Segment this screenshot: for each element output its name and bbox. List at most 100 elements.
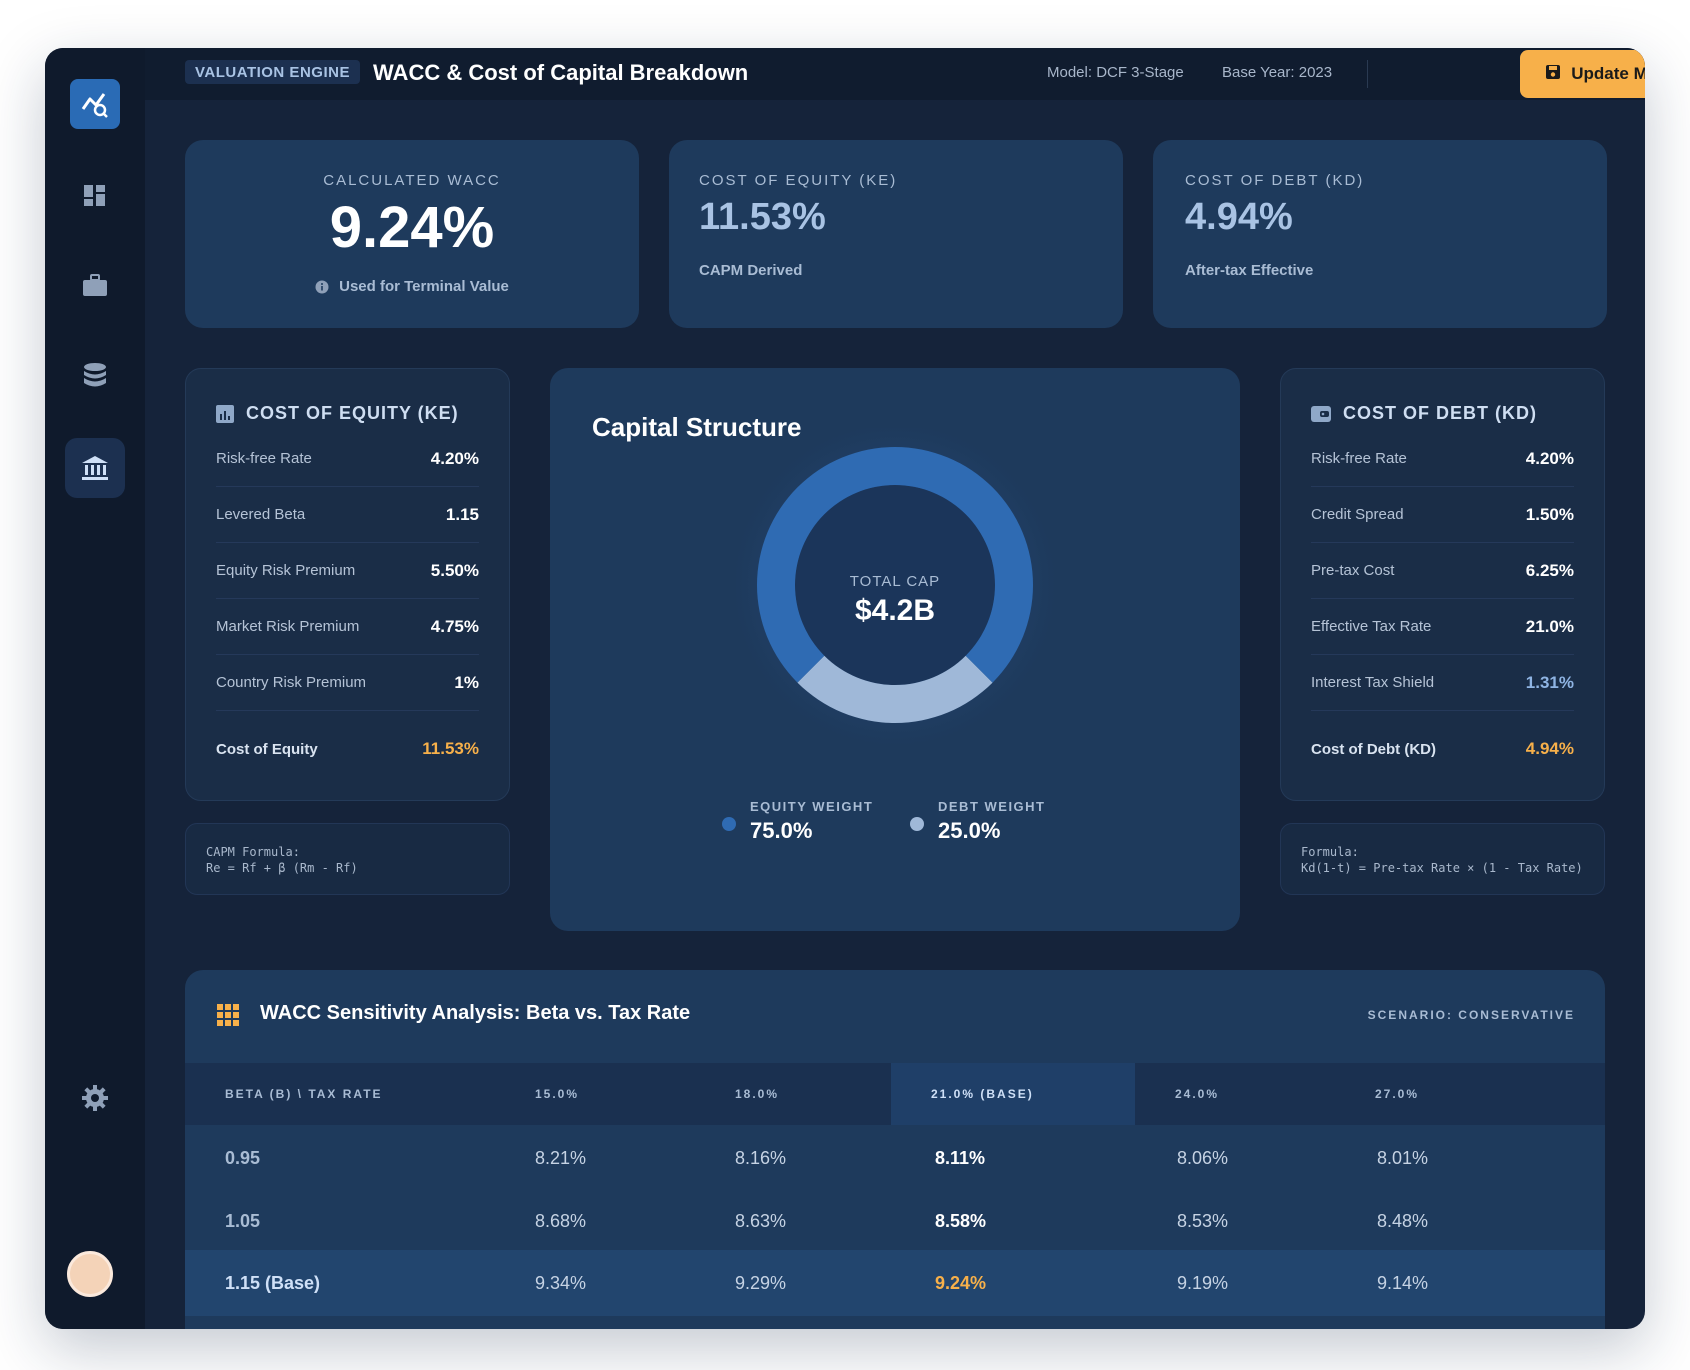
- kpi-kd-sub: After-tax Effective: [1185, 262, 1314, 279]
- wacc-cell: 8.63%: [735, 1210, 787, 1231]
- kd-formula-title: Formula:: [1301, 845, 1359, 859]
- debt-total-value: 4.94%: [1525, 739, 1574, 758]
- table-corner-header: BETA (Β) \ TAX RATE: [225, 1087, 383, 1101]
- kpi-wacc-sub-text: Used for Terminal Value: [339, 278, 509, 295]
- settings-icon[interactable]: [65, 1068, 125, 1128]
- equity-row-label: Market Risk Premium: [216, 618, 360, 635]
- kd-formula: Formula: Kd(1-t) = Pre-tax Rate × (1 - T…: [1280, 823, 1605, 895]
- debt-row-label: Interest Tax Shield: [1311, 674, 1435, 691]
- kpi-ke-sub: CAPM Derived: [699, 262, 803, 279]
- equity-total-label: Cost of Equity: [216, 740, 318, 758]
- debt-row-value: 1.50%: [1525, 504, 1574, 524]
- kpi-wacc-label: CALCULATED WACC: [323, 172, 501, 189]
- legend-debt: DEBT WEIGHT 25.0%: [910, 799, 1046, 844]
- equity-panel: COST OF EQUITY (KE) Risk-free Rate 4.20% …: [185, 368, 510, 801]
- capital-structure-donut: [725, 428, 1065, 755]
- total-cap-value: $4.2B: [854, 594, 936, 627]
- column-header[interactable]: 27.0%: [1375, 1087, 1420, 1101]
- chart-icon: [216, 404, 234, 423]
- wacc-cell: 8.06%: [1177, 1147, 1229, 1168]
- equity-row: Levered Beta 1.15: [216, 487, 479, 543]
- bank-icon[interactable]: [65, 438, 125, 498]
- debt-panel: COST OF DEBT (KD) Risk-free Rate 4.20% Cr…: [1280, 368, 1605, 801]
- database-icon[interactable]: [65, 346, 125, 406]
- beta-cell: 1.05: [225, 1210, 261, 1231]
- capital-structure-card: Capital Structure TOTAL CAP $4.2B EQUITY…: [550, 368, 1240, 931]
- wacc-cell-base-highlight: 9.24%: [935, 1272, 987, 1293]
- equity-row-label: Equity Risk Premium: [216, 562, 356, 579]
- wacc-cell: 9.19%: [1177, 1272, 1229, 1293]
- info-icon: [315, 280, 329, 294]
- equity-total-value: 11.53%: [422, 739, 479, 758]
- table-row: 1.05 8.68% 8.63% 8.58% 8.53% 8.48%: [185, 1188, 1605, 1254]
- equity-panel-title-text: COST OF EQUITY (KE): [246, 403, 459, 423]
- debt-panel-title: COST OF DEBT (KD): [1311, 403, 1537, 424]
- kpi-wacc-card: CALCULATED WACC 9.24% Used for Terminal …: [185, 140, 639, 328]
- column-header[interactable]: 15.0%: [535, 1087, 580, 1101]
- sensitivity-card: WACC Sensitivity Analysis: Beta vs. Tax …: [185, 970, 1605, 1329]
- logo-chart-icon[interactable]: [70, 79, 120, 129]
- wallet-icon: [1311, 405, 1331, 423]
- debt-row-value: 1.31%: [1525, 672, 1574, 692]
- sidebar: [45, 48, 145, 1329]
- equity-row: Risk-free Rate 4.20%: [216, 431, 479, 487]
- wacc-cell: 8.01%: [1377, 1147, 1429, 1168]
- debt-row: Pre-tax Cost 6.25%: [1311, 543, 1574, 599]
- debt-row: Credit Spread 1.50%: [1311, 487, 1574, 543]
- column-header[interactable]: 24.0%: [1175, 1087, 1220, 1101]
- debt-row-label: Effective Tax Rate: [1311, 618, 1432, 635]
- equity-panel-title: COST OF EQUITY (KE): [216, 403, 459, 424]
- equity-row-value: 4.20%: [430, 448, 479, 468]
- equity-row-value: 1%: [454, 672, 479, 692]
- wacc-cell: 9.29%: [735, 1272, 787, 1293]
- column-header-base[interactable]: 21.0% (BASE): [891, 1063, 1135, 1125]
- sensitivity-title: WACC Sensitivity Analysis: Beta vs. Tax …: [260, 1002, 691, 1024]
- divider: [1367, 60, 1368, 88]
- update-model-button[interactable]: Update Model: [1520, 50, 1645, 98]
- kpi-ke-value: 11.53%: [699, 196, 826, 238]
- capm-formula-expr: Re = Rf + β (Rm - Rf): [206, 861, 358, 875]
- debt-weight-label: DEBT WEIGHT: [938, 799, 1046, 814]
- scenario-label: SCENARIO: CONSERVATIVE: [1367, 1008, 1575, 1022]
- equity-row-value: 5.50%: [430, 560, 479, 580]
- equity-segment: [757, 447, 1033, 683]
- table-row-base: 1.15 (Base) 9.34% 9.29% 9.24% 9.19% 9.14…: [185, 1250, 1605, 1316]
- kpi-wacc-value: 9.24%: [329, 195, 495, 260]
- equity-legend-dot: [722, 817, 736, 831]
- debt-total-row: Cost of Debt (KD) 4.94%: [1311, 721, 1574, 777]
- debt-row-label: Credit Spread: [1311, 506, 1404, 523]
- kpi-ke-label: COST OF EQUITY (KE): [699, 172, 898, 189]
- wacc-cell: 9.34%: [535, 1272, 587, 1293]
- grid-icon: [217, 1004, 239, 1031]
- total-cap-label: TOTAL CAP: [849, 573, 941, 590]
- equity-row-value: 1.15: [445, 504, 479, 524]
- equity-row: Market Risk Premium 4.75%: [216, 599, 479, 655]
- debt-row-value: 4.20%: [1525, 448, 1574, 468]
- wacc-cell: 8.68%: [535, 1210, 587, 1231]
- page-title: WACC & Cost of Capital Breakdown: [373, 60, 749, 85]
- kpi-kd-value: 4.94%: [1185, 196, 1293, 238]
- avatar[interactable]: [67, 1251, 113, 1297]
- kpi-wacc-sub: Used for Terminal Value: [185, 278, 639, 295]
- beta-cell: 1.15 (Base): [225, 1272, 321, 1293]
- debt-row-value: 6.25%: [1525, 560, 1574, 580]
- kpi-kd-card: COST OF DEBT (KD) 4.94% After-tax Effect…: [1153, 140, 1607, 328]
- beta-cell: 0.95: [225, 1147, 261, 1168]
- debt-row-value: 21.0%: [1525, 616, 1574, 636]
- table-row: 0.95 8.21% 8.16% 8.11% 8.06% 8.01%: [185, 1125, 1605, 1191]
- debt-row: Risk-free Rate 4.20%: [1311, 431, 1574, 487]
- table-header: BETA (Β) \ TAX RATE 15.0% 18.0% 21.0% (B…: [185, 1063, 1605, 1125]
- base-year: Base Year: 2023: [1222, 64, 1333, 81]
- column-header[interactable]: 18.0%: [735, 1087, 780, 1101]
- wacc-cell: 8.53%: [1177, 1210, 1229, 1231]
- dashboard-icon[interactable]: [65, 166, 125, 226]
- debt-row-label: Risk-free Rate: [1311, 450, 1407, 467]
- kd-formula-expr: Kd(1-t) = Pre-tax Rate × (1 - Tax Rate): [1301, 861, 1583, 875]
- briefcase-icon[interactable]: [65, 256, 125, 316]
- top-bar: VALUATION ENGINE WACC & Cost of Capital …: [145, 48, 1645, 100]
- debt-legend-dot: [910, 817, 924, 831]
- equity-weight-value: 75.0%: [750, 818, 813, 843]
- equity-row: Equity Risk Premium 5.50%: [216, 543, 479, 599]
- debt-row: Effective Tax Rate 21.0%: [1311, 599, 1574, 655]
- wacc-cell: 8.16%: [735, 1147, 787, 1168]
